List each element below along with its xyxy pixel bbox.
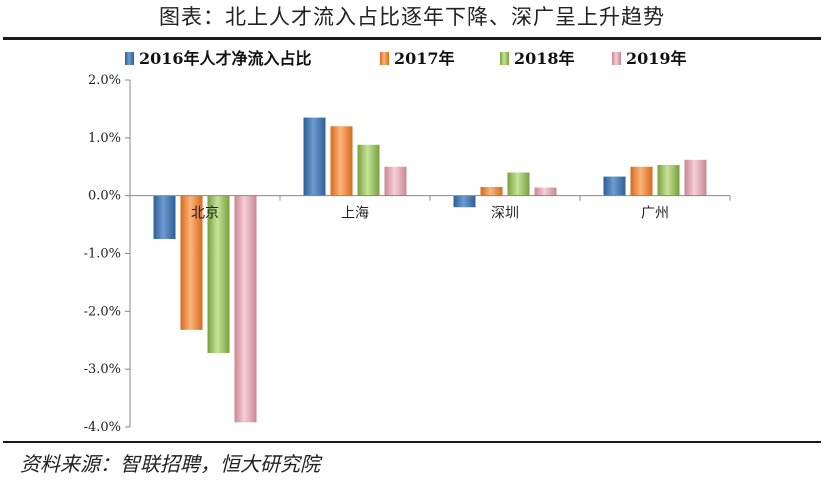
bar-深圳-series-2 (507, 172, 530, 196)
y-tick-label: -2.0% (84, 304, 121, 319)
bar-广州-series-2 (657, 165, 680, 196)
legend-label: 2018年 (514, 49, 575, 68)
bar-深圳-series-3 (534, 187, 557, 196)
bar-chart: 2016年人才净流入占比 2017年 2018年 2019年 -4.0% -3.0% -2… (84, 49, 731, 435)
y-tick-label: -4.0% (84, 420, 121, 435)
bar-上海-series-1 (330, 126, 353, 196)
legend-swatch (125, 52, 134, 65)
bar-上海-series-3 (384, 166, 407, 196)
legend-swatch (612, 52, 621, 65)
top-rule (3, 37, 821, 40)
axes-layer: -4.0% -3.0% -2.0% -1.0% 0.0% 1.0% 2.0% 北京 上海 深圳 广州 (84, 73, 731, 435)
bar-上海-series-2 (357, 144, 380, 196)
x-category-label: 北京 (191, 206, 219, 222)
bar-深圳-series-0 (453, 195, 476, 208)
chart-legend: 2016年人才净流入占比 2017年 2018年 2019年 (125, 49, 687, 68)
bar-广州-series-1 (630, 166, 653, 196)
y-tick-label: 2.0% (88, 73, 121, 88)
x-category-label: 广州 (641, 206, 669, 222)
legend-swatch (500, 52, 509, 65)
legend-label: 2019年 (626, 49, 687, 68)
bar-广州-series-0 (603, 176, 626, 196)
y-tick-label: 0.0% (88, 189, 121, 204)
figure-title: 图表：北上人才流入占比逐年下降、深广呈上升趋势 (159, 5, 665, 29)
x-category-label: 深圳 (491, 206, 519, 222)
bars-layer (153, 117, 707, 423)
source-note: 资料来源：智联招聘，恒大研究院 (20, 452, 320, 476)
legend-label: 2017年 (394, 49, 455, 68)
bar-北京-series-3 (234, 195, 257, 423)
bar-上海-series-0 (303, 117, 326, 196)
bar-深圳-series-1 (480, 186, 503, 196)
bar-广州-series-3 (684, 159, 707, 196)
x-category-label: 上海 (341, 206, 369, 222)
y-tick-label: 1.0% (88, 131, 121, 146)
legend-swatch (380, 52, 389, 65)
bottom-rule (3, 441, 821, 443)
bar-北京-series-1 (180, 195, 203, 330)
legend-label: 2016年人才净流入占比 (139, 49, 312, 68)
y-tick-label: -3.0% (84, 362, 121, 377)
y-tick-label: -1.0% (84, 247, 121, 262)
bar-北京-series-2 (207, 195, 230, 353)
bar-北京-series-0 (153, 195, 176, 240)
